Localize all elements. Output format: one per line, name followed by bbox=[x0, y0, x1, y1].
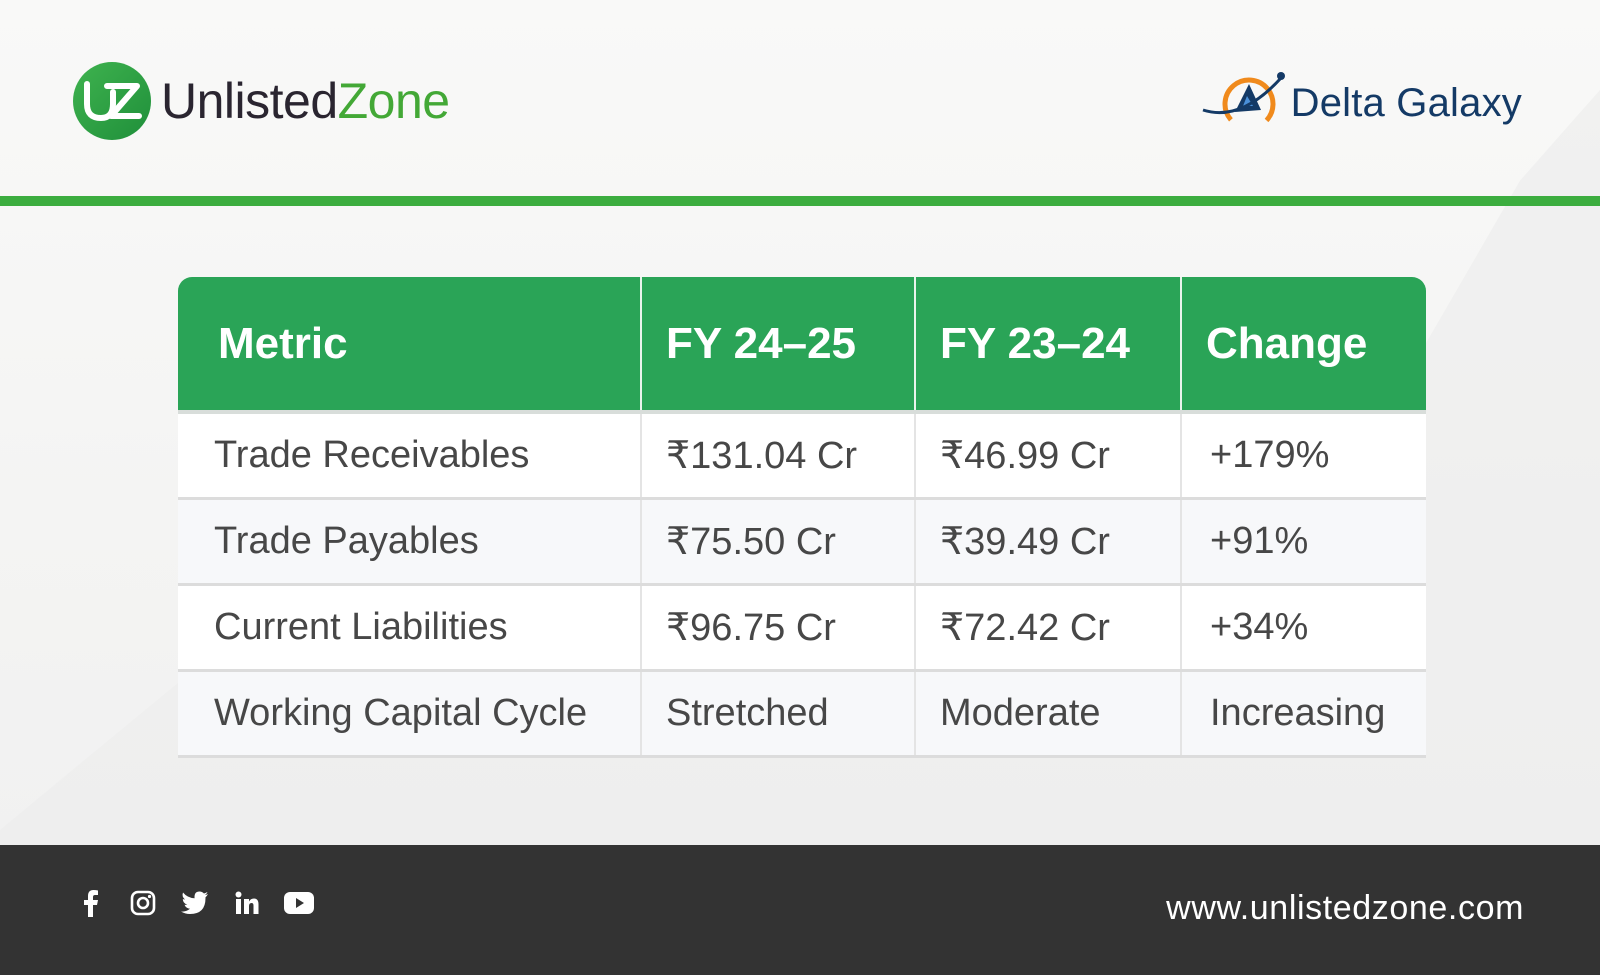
twitter-icon[interactable] bbox=[180, 888, 210, 918]
linkedin-icon[interactable] bbox=[232, 888, 262, 918]
cell-change: +91% bbox=[1181, 498, 1426, 586]
facebook-icon[interactable] bbox=[76, 888, 106, 918]
cell-metric: Trade Payables bbox=[178, 498, 642, 586]
cell-change: +34% bbox=[1181, 584, 1426, 672]
cell-metric: Working Capital Cycle bbox=[178, 670, 642, 758]
social-links bbox=[76, 888, 314, 918]
cell-fy2324: ₹39.49 Cr bbox=[915, 498, 1182, 586]
instagram-icon[interactable] bbox=[128, 888, 158, 918]
column-header-fy2324: FY 23–24 bbox=[915, 277, 1182, 414]
column-header-change: Change bbox=[1181, 277, 1426, 414]
brand-name-unlisted: Unlisted bbox=[161, 73, 338, 129]
column-header-metric: Metric bbox=[178, 277, 642, 414]
cell-metric: Current Liabilities bbox=[178, 584, 642, 672]
metrics-table: Metric FY 24–25 FY 23–24 Change Trade Re… bbox=[178, 277, 1426, 758]
youtube-icon[interactable] bbox=[284, 888, 314, 918]
column-header-fy2425: FY 24–25 bbox=[641, 277, 916, 414]
cell-fy2425: ₹75.50 Cr bbox=[641, 498, 916, 586]
website-link[interactable]: www.unlistedzone.com bbox=[1166, 889, 1524, 927]
cell-fy2425: ₹131.04 Cr bbox=[641, 412, 916, 500]
table-row: Working Capital Cycle Stretched Moderate… bbox=[178, 670, 1426, 758]
table-row: Current Liabilities ₹96.75 Cr ₹72.42 Cr … bbox=[178, 584, 1426, 672]
unlistedzone-logo[interactable]: UnlistedZone bbox=[73, 62, 450, 140]
delta-galaxy-name: Delta Galaxy bbox=[1290, 80, 1522, 125]
cell-change: +179% bbox=[1181, 412, 1426, 500]
footer: www.unlistedzone.com bbox=[0, 845, 1600, 975]
uz-logo-badge bbox=[73, 62, 151, 140]
table-row: Trade Payables ₹75.50 Cr ₹39.49 Cr +91% bbox=[178, 498, 1426, 586]
delta-galaxy-emblem-icon bbox=[1202, 72, 1285, 131]
table-header-row: Metric FY 24–25 FY 23–24 Change bbox=[178, 277, 1426, 414]
brand-name-zone: Zone bbox=[337, 73, 450, 129]
cell-fy2324: ₹46.99 Cr bbox=[915, 412, 1182, 500]
uz-mark-icon bbox=[84, 81, 142, 122]
table-row: Trade Receivables ₹131.04 Cr ₹46.99 Cr +… bbox=[178, 412, 1426, 500]
cell-fy2425: Stretched bbox=[641, 670, 916, 758]
cell-fy2324: Moderate bbox=[915, 670, 1182, 758]
cell-fy2324: ₹72.42 Cr bbox=[915, 584, 1182, 672]
cell-change: Increasing bbox=[1181, 670, 1426, 758]
cell-metric: Trade Receivables bbox=[178, 412, 642, 500]
brand-name: UnlistedZone bbox=[161, 76, 450, 126]
delta-galaxy-logo: Delta Galaxy bbox=[1201, 70, 1522, 136]
header-divider bbox=[0, 196, 1600, 206]
cell-fy2425: ₹96.75 Cr bbox=[641, 584, 916, 672]
